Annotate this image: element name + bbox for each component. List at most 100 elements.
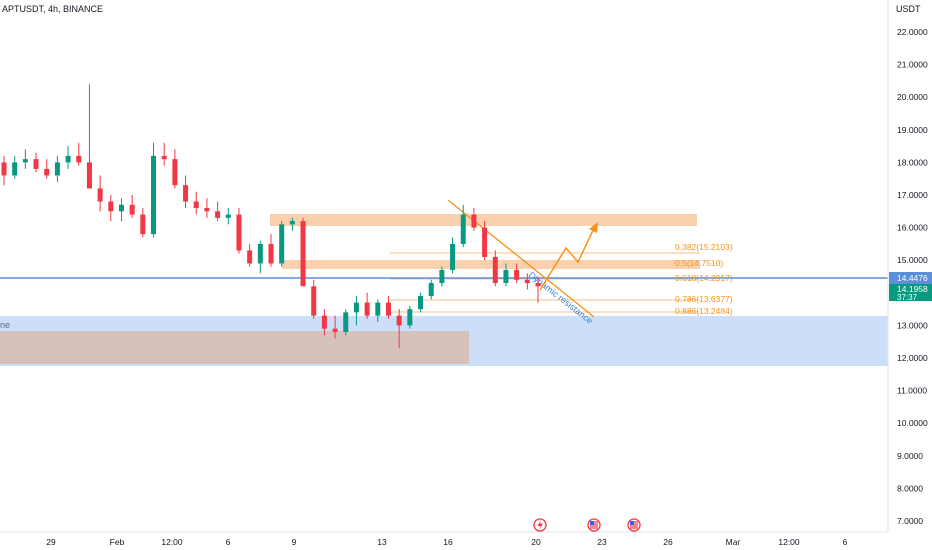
countdown-text: 37:37	[897, 293, 918, 302]
candle-down[interactable]	[396, 315, 402, 326]
candle-up[interactable]	[54, 162, 60, 176]
time-tick-label: 12:00	[778, 537, 800, 547]
candle-up[interactable]	[407, 309, 413, 326]
candle-down[interactable]	[193, 201, 199, 209]
fib-label-05: 0.5(14.7510)	[675, 258, 723, 268]
candle-down[interactable]	[44, 168, 50, 176]
price-tick-label: 16.0000	[897, 223, 928, 233]
lower-zone	[0, 331, 469, 364]
candle-up[interactable]	[353, 302, 359, 313]
candle-up[interactable]	[65, 155, 71, 163]
blue-line-price-tag	[889, 272, 932, 284]
candle-down[interactable]	[215, 211, 221, 218]
price-axis[interactable]: 22.0000 21.0000 20.0000 19.0000 18.0000 17.00…	[897, 27, 928, 526]
candle-up[interactable]	[257, 243, 263, 264]
candle-down[interactable]	[482, 227, 488, 257]
price-tick-label: 12.0000	[897, 353, 928, 363]
candle-up[interactable]	[289, 221, 295, 225]
time-tick-label: 6	[226, 537, 231, 547]
price-tick-label: 9.0000	[897, 451, 923, 461]
resistance-zone	[270, 214, 697, 226]
candle-up[interactable]	[439, 269, 445, 284]
candle-down[interactable]	[514, 269, 520, 280]
candle-down[interactable]	[108, 201, 114, 212]
candles[interactable]	[1, 84, 541, 349]
candle-up[interactable]	[460, 214, 466, 244]
us-flag-canton	[630, 521, 634, 525]
candle-down[interactable]	[172, 159, 178, 186]
candle-up[interactable]	[151, 155, 157, 235]
golden-pocket-zone	[282, 260, 700, 269]
event-icon-lightning[interactable]	[533, 518, 547, 532]
price-tick-label: 11.0000	[897, 386, 927, 396]
time-axis[interactable]: 29 Feb 12:00 6 9 13 16 20 23 26 Mar 12:00 6	[46, 537, 847, 547]
candle-down[interactable]	[524, 279, 530, 284]
candle-down[interactable]	[76, 155, 82, 163]
candle-down[interactable]	[204, 208, 210, 212]
last-price-text: 14.1958	[897, 284, 928, 294]
candle-down[interactable]	[140, 214, 146, 235]
price-tick-label: 8.0000	[897, 483, 923, 493]
candle-down[interactable]	[129, 204, 135, 215]
time-tick-label: 6	[843, 537, 848, 547]
price-axis-currency: USDT	[896, 4, 921, 14]
candle-down[interactable]	[86, 162, 92, 189]
candle-down[interactable]	[300, 221, 306, 287]
candle-up[interactable]	[428, 283, 434, 297]
candle-up[interactable]	[12, 162, 18, 176]
candle-up[interactable]	[450, 243, 456, 270]
time-tick-label: 26	[663, 537, 673, 547]
time-tick-label: 12:00	[161, 537, 183, 547]
candle-down[interactable]	[364, 302, 370, 316]
candle-up[interactable]	[22, 159, 28, 163]
time-tick-label: 29	[46, 537, 56, 547]
candle-down[interactable]	[161, 155, 167, 160]
time-tick-label: Feb	[110, 537, 125, 547]
price-tick-label: 19.0000	[897, 125, 928, 135]
event-icon-us-flag-2[interactable]	[627, 518, 641, 532]
price-tick-label: 21.0000	[897, 60, 928, 70]
price-tick-label: 13.0000	[897, 320, 928, 330]
chart-title: APTUSDT, 4h, BINANCE	[2, 4, 103, 14]
candle-up[interactable]	[225, 214, 231, 218]
zone-label: ne	[0, 320, 10, 330]
time-tick-label: 16	[443, 537, 453, 547]
time-tick-label: 20	[531, 537, 541, 547]
candle-down[interactable]	[535, 283, 541, 287]
candle-down[interactable]	[247, 250, 253, 264]
candle-up[interactable]	[343, 312, 349, 332]
fib-label-0786: 0.786(13.6377)	[675, 294, 733, 304]
event-icon-us-flag-1[interactable]	[587, 518, 601, 532]
time-tick-label: 13	[377, 537, 387, 547]
lightning-glyph	[537, 520, 543, 530]
candle-down[interactable]	[97, 188, 103, 202]
candle-down[interactable]	[492, 256, 498, 284]
time-tick-label: Mar	[726, 537, 741, 547]
time-tick-label: 9	[292, 537, 297, 547]
price-tick-label: 22.0000	[897, 27, 928, 37]
us-flag-canton	[590, 521, 594, 525]
price-tick-label: 10.0000	[897, 418, 928, 428]
candle-down[interactable]	[33, 159, 39, 169]
candle-down[interactable]	[311, 286, 317, 316]
candle-down[interactable]	[1, 162, 7, 176]
fib-label-0382: 0.382(15.2103)	[675, 242, 733, 252]
price-tick-label: 17.0000	[897, 190, 928, 200]
candle-up[interactable]	[418, 296, 424, 310]
candle-down[interactable]	[236, 214, 242, 251]
candle-down[interactable]	[385, 302, 391, 316]
price-tick-label: 18.0000	[897, 157, 928, 167]
candle-down[interactable]	[332, 328, 338, 332]
candle-down[interactable]	[183, 185, 189, 202]
candle-up[interactable]	[375, 302, 381, 316]
blue-line-price-text: 14.4476	[897, 273, 928, 283]
candle-up[interactable]	[503, 269, 509, 284]
candle-down[interactable]	[321, 315, 327, 329]
candle-up[interactable]	[118, 204, 124, 212]
candle-down[interactable]	[471, 214, 477, 228]
price-tick-label: 15.0000	[897, 255, 928, 265]
projection-arrowhead	[589, 222, 598, 233]
candle-up[interactable]	[279, 224, 285, 264]
candle-down[interactable]	[268, 243, 274, 264]
